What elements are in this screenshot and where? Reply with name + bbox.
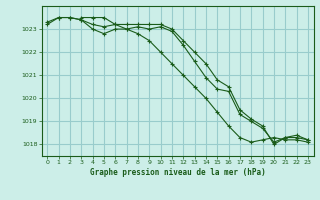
X-axis label: Graphe pression niveau de la mer (hPa): Graphe pression niveau de la mer (hPa) — [90, 168, 266, 177]
